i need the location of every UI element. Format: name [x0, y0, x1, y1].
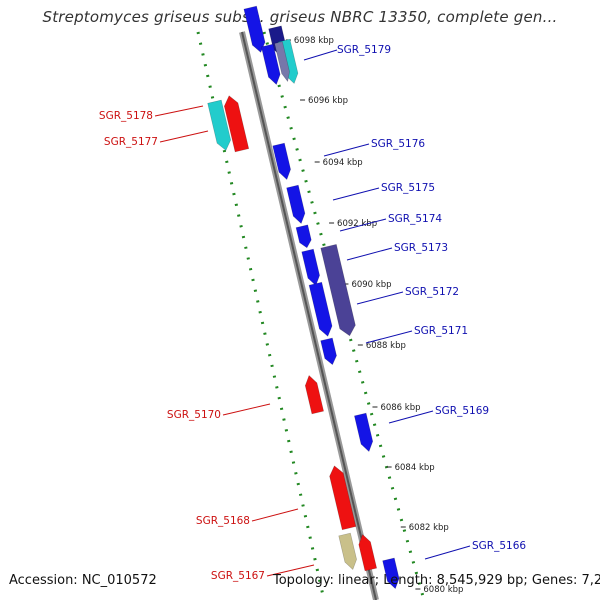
leader-line [356, 291, 404, 305]
gene-block[interactable] [295, 224, 313, 249]
leader-line [346, 247, 393, 261]
gene-block[interactable] [301, 248, 322, 287]
gene-block[interactable] [382, 557, 402, 590]
gene-labels: SGR_5179 SGR_5176 SGR_5175 SGR_5174 SGR_5173… [99, 44, 526, 582]
topology-summary: Topology: linear; Length: 8,545,929 bp; … [273, 573, 600, 588]
gene-block[interactable] [272, 142, 293, 181]
leader-line [388, 410, 434, 424]
tick-label: 6098 kbp [294, 36, 334, 46]
gene-block[interactable] [274, 41, 292, 83]
tick-label: 6092 kbp [337, 219, 377, 229]
gene-block-highlight[interactable] [207, 99, 233, 152]
leader-line [323, 143, 370, 157]
gene-label-sgr-5178[interactable]: SGR_5178 [99, 110, 153, 122]
gene-block[interactable] [354, 412, 374, 453]
gene-label-sgr-5169[interactable]: SGR_5169 [435, 405, 489, 417]
gene-block[interactable] [261, 43, 282, 86]
gene-label-sgr-5171[interactable]: SGR_5171 [414, 325, 468, 337]
gene-label-sgr-5175[interactable]: SGR_5175 [381, 182, 435, 194]
leader-line [159, 130, 209, 143]
leader-line [251, 508, 299, 522]
leader-line [339, 218, 387, 232]
gene-label-sgr-5168[interactable]: SGR_5168 [196, 515, 250, 527]
kbp-ticks: 6098 kbp 6096 kbp 6094 kbp 6092 kbp 6090 kbp… [285, 36, 463, 595]
gene-label-sgr-5170[interactable]: SGR_5170 [167, 409, 221, 421]
tick-label: 6086 kbp [380, 403, 420, 413]
leader-line [222, 403, 271, 416]
tick-label: 6090 kbp [351, 280, 391, 290]
leader-line [303, 49, 338, 61]
gene-label-sgr-5176[interactable]: SGR_5176 [371, 138, 425, 150]
gene-label-sgr-5166[interactable]: SGR_5166 [472, 540, 526, 552]
gene-label-sgr-5167[interactable]: SGR_5167 [211, 570, 265, 582]
tick-label: 6094 kbp [323, 158, 363, 168]
gene-block[interactable] [286, 184, 307, 225]
leader-line [332, 187, 380, 201]
gene-block[interactable] [328, 464, 357, 531]
leader-line [365, 330, 413, 344]
left-guide-line [196, 31, 326, 600]
gene-block-highlight[interactable] [338, 532, 359, 571]
gene-label-sgr-5174[interactable]: SGR_5174 [388, 213, 442, 225]
tick-label: 6082 kbp [409, 523, 449, 533]
gene-label-sgr-5177[interactable]: SGR_5177 [104, 136, 158, 148]
gene-features [207, 5, 402, 590]
gene-block[interactable] [222, 94, 250, 153]
leader-line [424, 545, 471, 560]
leader-line [266, 564, 315, 577]
map-title: Streptomyces griseus subsp. griseus NBRC… [42, 8, 558, 26]
gene-label-sgr-5173[interactable]: SGR_5173 [394, 242, 448, 254]
gene-block[interactable] [303, 374, 324, 415]
leader-line [154, 105, 204, 117]
tick-label: 6088 kbp [366, 341, 406, 351]
gene-label-sgr-5179[interactable]: SGR_5179 [337, 44, 391, 56]
gene-block[interactable] [308, 281, 334, 338]
gene-block-highlight[interactable] [320, 244, 358, 337]
gene-label-sgr-5172[interactable]: SGR_5172 [405, 286, 459, 298]
tick-label: 6096 kbp [308, 96, 348, 106]
gene-block[interactable] [320, 337, 339, 366]
tick-label: 6084 kbp [395, 463, 435, 473]
genome-axis-core [241, 31, 377, 600]
gene-block[interactable] [357, 533, 378, 572]
accession-label: Accession: NC_010572 [9, 573, 157, 588]
tick-label: 6080 kbp [423, 585, 463, 595]
